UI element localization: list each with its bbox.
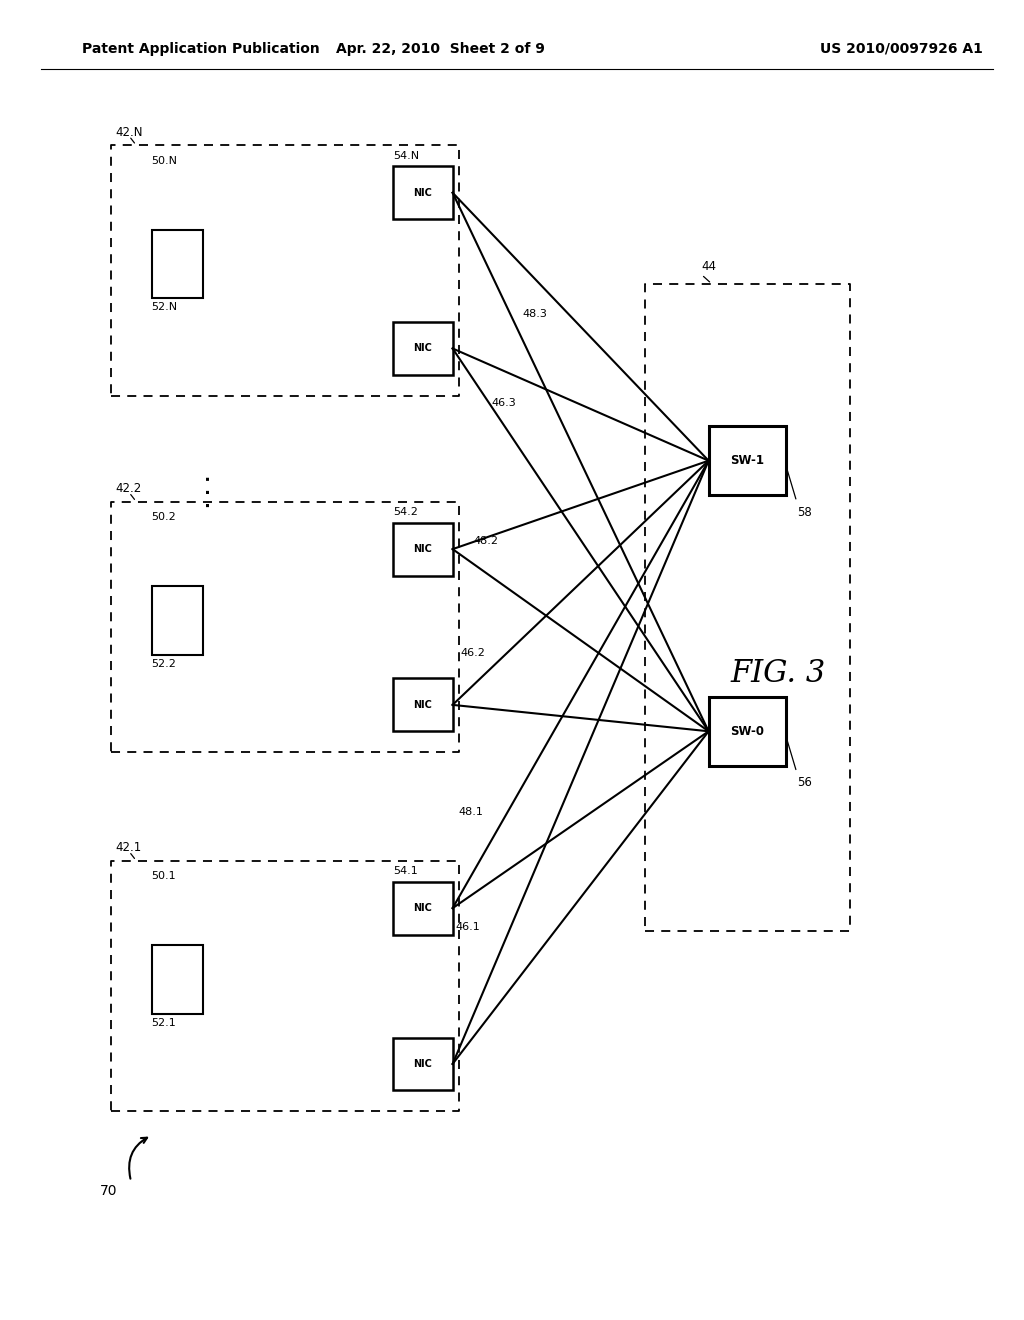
Text: SW-1: SW-1: [730, 454, 765, 467]
Bar: [393, 1038, 453, 1090]
Text: 52.2: 52.2: [152, 659, 176, 669]
Text: 48.1: 48.1: [459, 807, 483, 817]
Text: 42.1: 42.1: [116, 841, 142, 854]
Text: 48.3: 48.3: [522, 309, 547, 319]
Text: 50.2: 50.2: [152, 512, 176, 523]
Bar: [709, 697, 786, 766]
Text: 54.N: 54.N: [393, 150, 420, 161]
Bar: [152, 230, 203, 298]
Text: 50.1: 50.1: [152, 871, 176, 882]
Text: 48.2: 48.2: [473, 536, 498, 546]
Bar: [393, 166, 453, 219]
Bar: [152, 586, 203, 655]
Text: 54.1: 54.1: [393, 866, 418, 876]
Text: NIC: NIC: [414, 1059, 432, 1069]
Text: NIC: NIC: [414, 343, 432, 354]
Text: 46.2: 46.2: [461, 648, 485, 659]
Text: 58: 58: [797, 506, 811, 519]
Bar: [393, 322, 453, 375]
Text: NIC: NIC: [414, 187, 432, 198]
Text: 54.2: 54.2: [393, 507, 418, 517]
Text: 52.N: 52.N: [152, 302, 178, 313]
Text: NIC: NIC: [414, 903, 432, 913]
Text: 44: 44: [701, 260, 717, 273]
Text: SW-0: SW-0: [730, 725, 765, 738]
Text: US 2010/0097926 A1: US 2010/0097926 A1: [819, 42, 983, 55]
Text: Patent Application Publication: Patent Application Publication: [82, 42, 319, 55]
Bar: [393, 882, 453, 935]
Bar: [393, 523, 453, 576]
Bar: [393, 678, 453, 731]
Text: 50.N: 50.N: [152, 156, 177, 166]
Text: 42.N: 42.N: [116, 125, 143, 139]
Text: NIC: NIC: [414, 544, 432, 554]
Text: FIG. 3: FIG. 3: [730, 657, 826, 689]
Text: 52.1: 52.1: [152, 1018, 176, 1028]
Text: 56: 56: [797, 776, 812, 789]
Text: 46.1: 46.1: [456, 921, 480, 932]
Bar: [152, 945, 203, 1014]
Text: 42.2: 42.2: [116, 482, 142, 495]
Text: 46.3: 46.3: [492, 397, 516, 408]
Text: Apr. 22, 2010  Sheet 2 of 9: Apr. 22, 2010 Sheet 2 of 9: [336, 42, 545, 55]
Bar: [709, 426, 786, 495]
Text: NIC: NIC: [414, 700, 432, 710]
Text: . . .: . . .: [196, 474, 214, 508]
Text: 70: 70: [100, 1184, 118, 1197]
